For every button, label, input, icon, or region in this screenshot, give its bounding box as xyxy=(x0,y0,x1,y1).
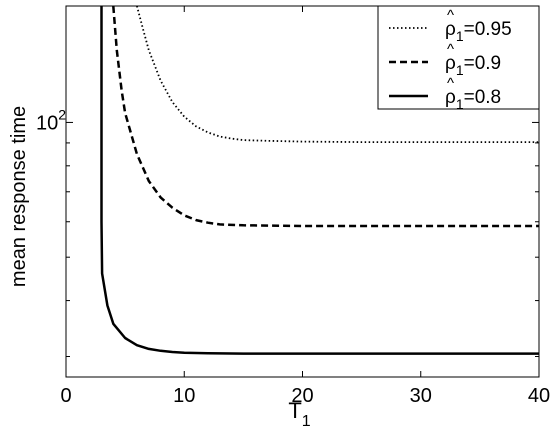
plot-frame xyxy=(65,5,540,378)
x-tick-label: 0 xyxy=(60,385,71,407)
legend-label-2: ρ1=0.9 xyxy=(445,53,501,78)
legend-hat-3: ^ xyxy=(447,75,454,92)
series-line-3 xyxy=(100,6,539,355)
x-axis-label-subscript: 1 xyxy=(302,413,311,429)
y-axis-label: mean response time xyxy=(8,106,30,287)
axis-ticks: 0 10 20 30 40 102 xyxy=(36,6,550,407)
series-line-1 xyxy=(136,6,539,143)
x-axis-label-main: T xyxy=(288,398,301,423)
legend: ρ1=0.95^ρ1=0.9^ρ1=0.8^ xyxy=(377,5,540,112)
x-tick-label: 20 xyxy=(291,385,313,407)
x-tick-label: 40 xyxy=(528,385,550,407)
x-tick-label: 10 xyxy=(173,385,195,407)
x-tick-label: 30 xyxy=(410,385,432,407)
y-tick-label: 102 xyxy=(36,106,66,134)
x-axis-label: T1 xyxy=(288,398,310,429)
legend-label-1: ρ1=0.95 xyxy=(445,19,512,44)
legend-label-3: ρ1=0.8 xyxy=(445,87,501,112)
series-lines xyxy=(100,6,539,355)
legend-box xyxy=(377,5,540,110)
legend-hat-1: ^ xyxy=(447,7,454,24)
legend-hat-2: ^ xyxy=(447,41,454,58)
series-line-2 xyxy=(112,6,539,228)
